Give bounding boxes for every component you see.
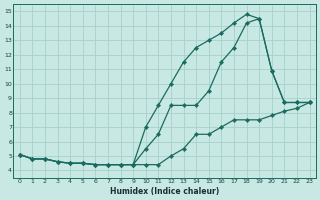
X-axis label: Humidex (Indice chaleur): Humidex (Indice chaleur)	[110, 187, 219, 196]
